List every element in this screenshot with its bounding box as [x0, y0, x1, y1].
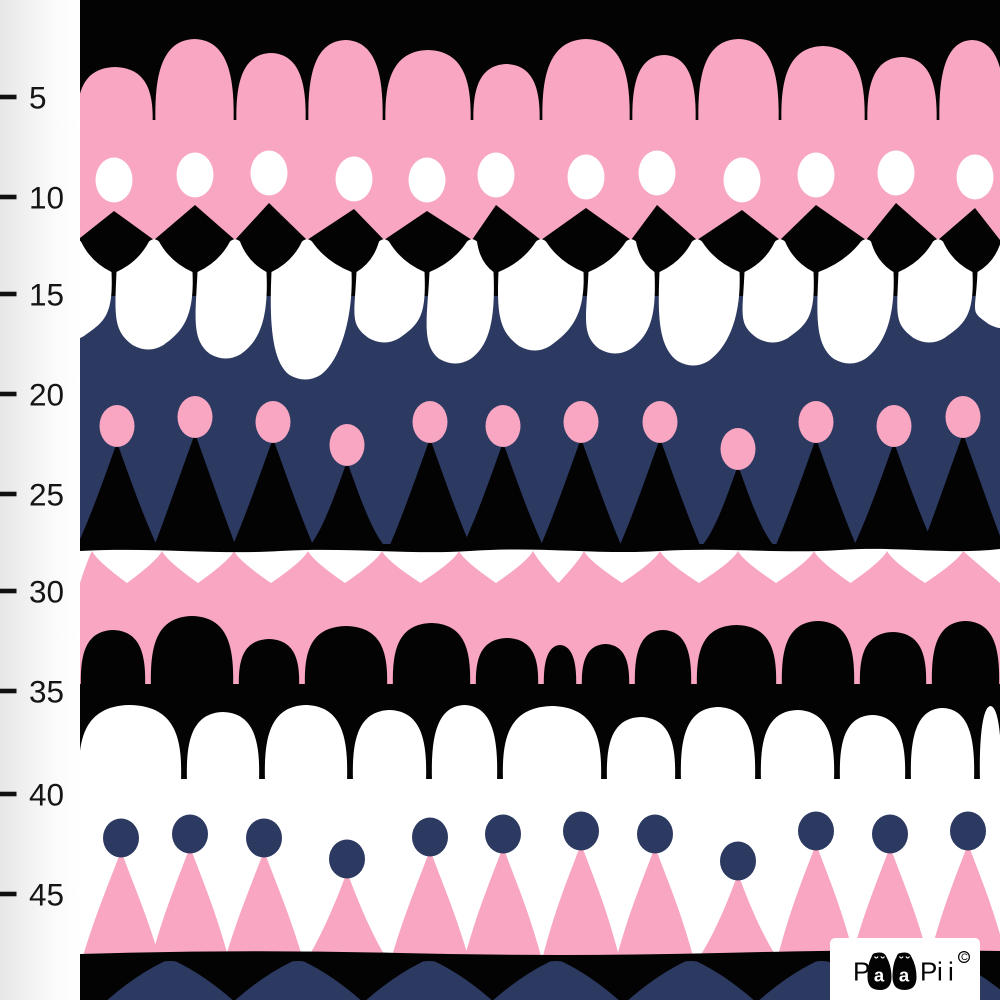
svg-text:P: P	[920, 957, 937, 987]
svg-text:30: 30	[29, 573, 64, 609]
svg-text:25: 25	[29, 476, 64, 512]
svg-text:35: 35	[29, 673, 64, 709]
svg-text:a: a	[899, 965, 910, 986]
svg-text:i: i	[948, 957, 954, 987]
svg-text:40: 40	[29, 776, 64, 812]
svg-text:a: a	[874, 965, 885, 986]
svg-text:20: 20	[29, 376, 64, 412]
svg-text:i: i	[937, 957, 943, 987]
svg-text:45: 45	[29, 876, 64, 912]
svg-text:10: 10	[29, 179, 64, 215]
svg-text:5: 5	[29, 79, 47, 115]
svg-text:15: 15	[29, 276, 64, 312]
svg-text:P: P	[853, 957, 870, 987]
svg-text:C: C	[961, 952, 968, 963]
